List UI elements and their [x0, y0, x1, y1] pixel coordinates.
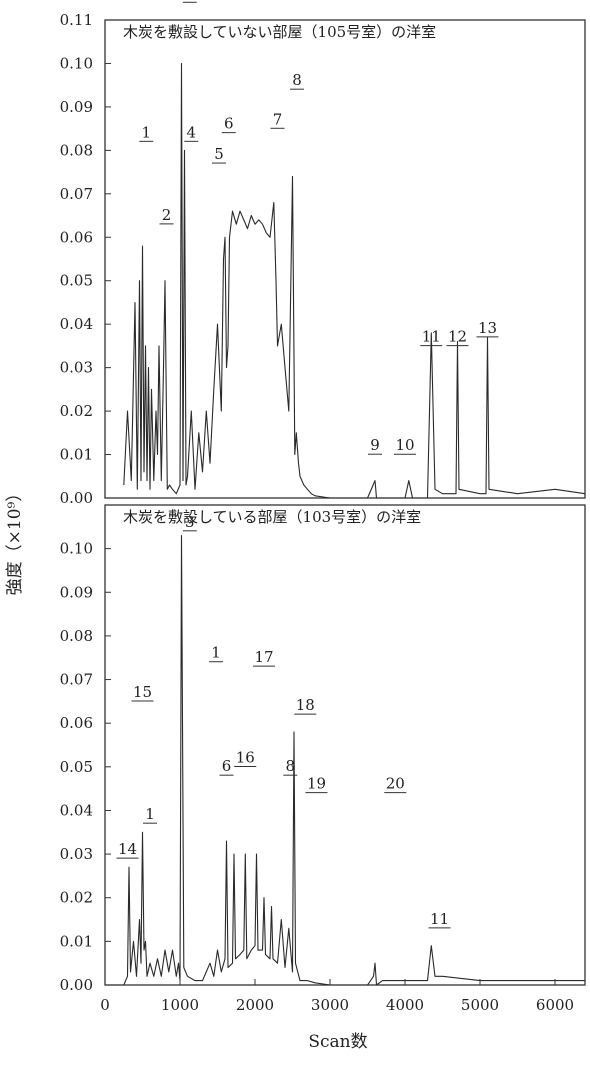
- top-peak-label-2: 2: [162, 206, 172, 224]
- x-tick-label: 5000: [461, 996, 499, 1014]
- top-peak-label-1: 1: [141, 123, 151, 141]
- bottom-y-tick-label: 0.09: [60, 583, 93, 601]
- bottom-peak-label-20: 20: [386, 775, 405, 793]
- panel-room-105: 0.00 0.01 0.02 0.03 0.04 0.05 0.06 0.07 0.08 0.09…: [60, 0, 586, 507]
- bottom-peak-label-14: 14: [118, 840, 137, 858]
- top-peak-label-7: 7: [273, 110, 283, 128]
- top-y-tick-label: 0.03: [60, 359, 93, 377]
- top-peak-label-8: 8: [292, 71, 302, 89]
- x-axis-label: Scan数: [308, 1032, 367, 1052]
- bottom-peak-label-11: 11: [430, 910, 449, 928]
- shared-x-axis: 0 1000 2000 3000 4000 5000 6000: [100, 979, 574, 1014]
- top-peak-label-5: 5: [214, 145, 224, 163]
- top-peak-label-6: 6: [224, 115, 234, 133]
- bottom-peak-label-17: 17: [254, 648, 273, 666]
- bottom-plot-frame: [104, 504, 586, 986]
- bottom-y-tick-label: 0.06: [60, 714, 93, 732]
- bottom-peak-label-1: 1: [211, 644, 221, 662]
- top-peak-label-4: 4: [186, 123, 196, 141]
- bottom-y-tick-label: 0.10: [60, 540, 93, 558]
- top-y-tick-label: 0.07: [60, 185, 93, 203]
- bottom-chromatogram-line: [105, 534, 585, 986]
- bottom-peak-label-3: 3: [185, 513, 195, 531]
- panel-room-103: 0.00 0.01 0.02 0.03 0.04 0.05 0.06 0.07 0.08 0.09…: [60, 504, 586, 994]
- top-peak-label-11: 11: [422, 328, 441, 346]
- x-tick-label: 2000: [236, 996, 274, 1014]
- bottom-peak-label-1: 1: [145, 805, 155, 823]
- bottom-peak-label-15: 15: [133, 683, 152, 701]
- top-peak-label-10: 10: [395, 436, 414, 454]
- top-y-tick-label: 0.02: [60, 402, 93, 420]
- bottom-y-tick-label: 0.08: [60, 627, 93, 645]
- x-tick-label: 6000: [536, 996, 574, 1014]
- top-y-tick-label: 0.04: [60, 315, 93, 333]
- bottom-peak-label-18: 18: [296, 696, 315, 714]
- x-tick-label: 1000: [161, 996, 199, 1014]
- top-peak-label-13: 13: [478, 319, 497, 337]
- bottom-y-tick-label: 0.07: [60, 671, 93, 689]
- bottom-y-tick-label: 0.04: [60, 801, 93, 819]
- top-y-tick-label: 0.05: [60, 272, 93, 290]
- bottom-peak-label-16: 16: [236, 748, 255, 766]
- top-peak-label-12: 12: [448, 328, 467, 346]
- bottom-panel-title: 木炭を敷設している部屋（103号室）の洋室: [123, 508, 421, 526]
- bottom-y-tick-label: 0.00: [60, 976, 93, 994]
- y-axis-label: 強度（×10⁹）: [5, 485, 25, 596]
- bottom-y-tick-label: 0.02: [60, 889, 93, 907]
- top-y-tick-label: 0.00: [60, 489, 93, 507]
- bottom-y-tick-label: 0.03: [60, 845, 93, 863]
- top-y-tick-label: 0.01: [60, 446, 93, 464]
- bottom-peak-label-19: 19: [307, 775, 326, 793]
- x-tick-label: 0: [100, 996, 110, 1014]
- top-y-tick-label: 0.09: [60, 98, 93, 116]
- bottom-y-tick-label: 0.05: [60, 758, 93, 776]
- x-tick-label: 4000: [386, 996, 424, 1014]
- top-y-tick-label: 0.11: [60, 11, 93, 29]
- top-y-tick-label: 0.06: [60, 228, 93, 246]
- top-plot-frame: [104, 19, 586, 499]
- bottom-y-tick-label: 0.01: [60, 932, 93, 950]
- top-chromatogram-line: [123, 62, 586, 499]
- top-y-tick-label: 0.10: [60, 54, 93, 72]
- bottom-peak-label-6: 6: [222, 757, 232, 775]
- bottom-peak-label-8: 8: [285, 757, 295, 775]
- top-peak-label-3: 3: [185, 0, 195, 2]
- top-y-tick-label: 0.08: [60, 141, 93, 159]
- x-tick-label: 3000: [311, 996, 349, 1014]
- top-panel-title: 木炭を敷設していない部屋（105号室）の洋室: [123, 23, 436, 41]
- top-peak-label-9: 9: [370, 436, 380, 454]
